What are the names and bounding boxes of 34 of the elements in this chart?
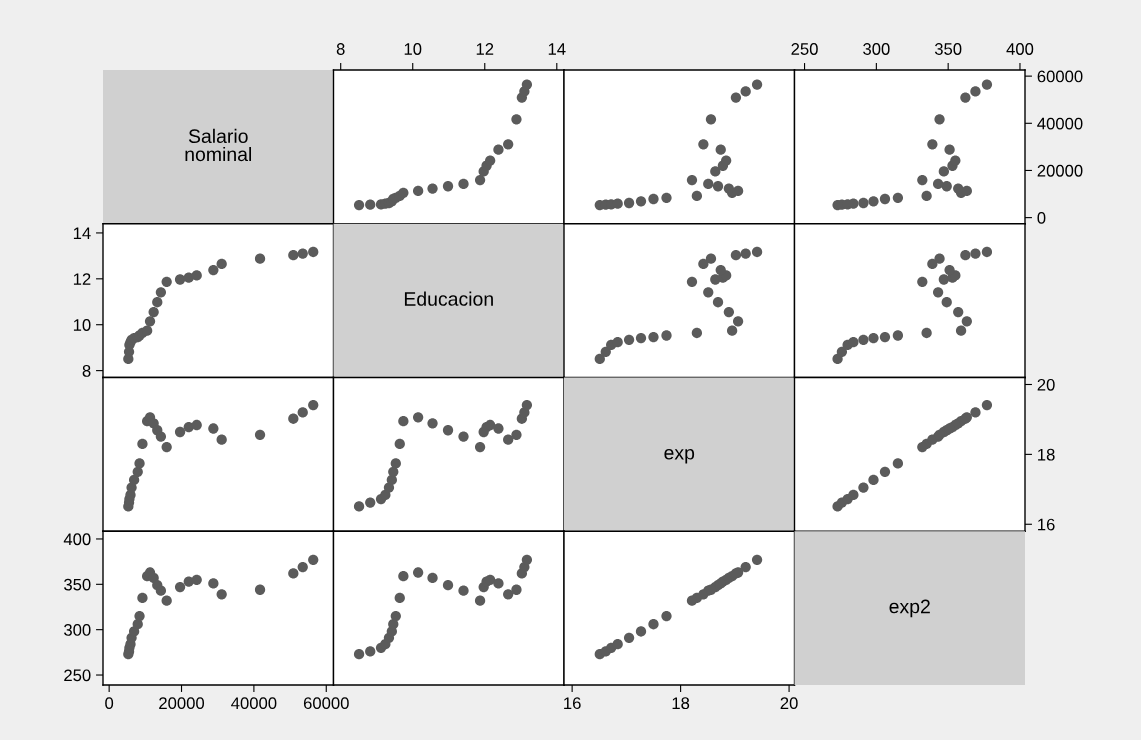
y-tick-label: 60000 <box>1037 70 1083 83</box>
y-tick-label: 8 <box>82 365 91 377</box>
y-tick-label: 10 <box>73 319 91 331</box>
y-tick-label: 250 <box>64 669 91 682</box>
x-tick-label: 18 <box>672 697 690 710</box>
x-tick-label: 14 <box>548 43 566 55</box>
y-tick-label: 18 <box>1038 448 1055 461</box>
x-tick-label: 60000 <box>303 697 349 710</box>
text: exp2 <box>889 599 930 618</box>
y-tick-label: 40000 <box>1037 117 1083 130</box>
x-tick-label: 0 <box>105 697 114 710</box>
x-tick-label: 16 <box>564 697 581 710</box>
y-tick-label: 12 <box>73 273 91 285</box>
x-tick-label: 350 <box>934 43 962 55</box>
y-tick-label: 0 <box>1037 212 1046 224</box>
x-tick-label: 8 <box>336 43 345 55</box>
y-tick-label: 14 <box>73 227 91 239</box>
y-tick-label: 16 <box>1038 518 1055 531</box>
text: exp <box>664 448 695 464</box>
x-tick-label: 20 <box>780 697 798 710</box>
y-tick-label: 20000 <box>1037 164 1083 177</box>
y-tick-label: 400 <box>63 533 91 546</box>
y-tick-label: 350 <box>64 578 91 591</box>
x-tick-label: 400 <box>1006 43 1034 55</box>
y-tick-label: 300 <box>64 624 91 636</box>
x-tick-label: 20000 <box>159 697 205 710</box>
text: Salario nominal <box>185 128 251 162</box>
text: Educacion <box>404 291 493 306</box>
x-tick-label: 12 <box>476 43 494 55</box>
y-tick-label: 20 <box>1037 378 1055 391</box>
x-tick-label: 10 <box>404 43 422 55</box>
x-tick-label: 250 <box>791 43 818 55</box>
x-tick-label: 300 <box>863 43 890 55</box>
x-tick-label: 40000 <box>231 697 277 710</box>
